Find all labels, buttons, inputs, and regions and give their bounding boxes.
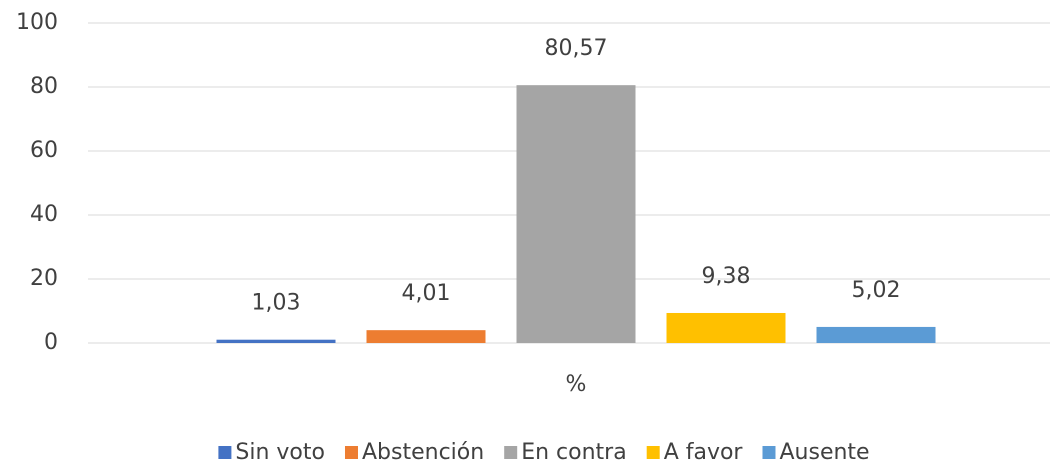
legend-label: A favor: [664, 440, 744, 465]
bar: [816, 326, 936, 343]
data-label: 1,03: [252, 291, 301, 316]
y-tick-label: 60: [30, 138, 58, 163]
y-tick-label: 80: [30, 74, 58, 99]
legend-label: En contra: [521, 440, 627, 465]
y-tick-label: 100: [16, 10, 58, 35]
legend-label: Ausente: [779, 440, 869, 465]
bar: [666, 312, 786, 343]
legend-swatch: [218, 446, 232, 459]
bar: [366, 330, 486, 343]
legend-label: Sin voto: [235, 440, 325, 465]
legend-swatch: [762, 446, 776, 459]
legend-swatch: [504, 446, 518, 459]
data-label: 9,38: [702, 264, 751, 289]
data-label: 5,02: [852, 278, 901, 303]
bar: [216, 339, 336, 343]
y-tick-label: 20: [30, 266, 58, 291]
legend-swatch: [344, 446, 358, 459]
y-tick-label: 40: [30, 202, 58, 227]
y-tick-label: 0: [44, 330, 58, 355]
bar: [516, 85, 636, 344]
x-tick-label: %: [566, 372, 587, 397]
data-label: 80,57: [545, 36, 608, 61]
legend-label: Abstención: [362, 440, 484, 465]
data-label: 4,01: [402, 281, 451, 306]
legend-swatch: [646, 446, 660, 459]
